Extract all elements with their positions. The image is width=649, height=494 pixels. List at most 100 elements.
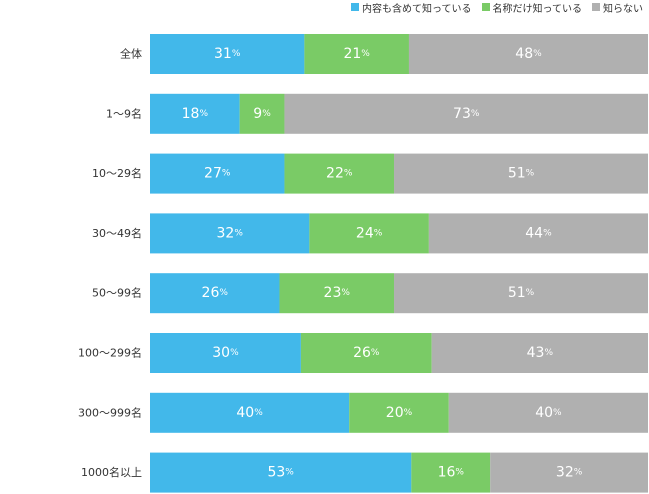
bar-segment-series-1: [150, 273, 280, 314]
legend-swatch-series-2: [481, 3, 490, 11]
data-label-unit: %: [374, 228, 383, 238]
data-label-value: 30: [212, 345, 230, 361]
data-label-unit: %: [341, 288, 350, 298]
data-label: 32%: [556, 465, 583, 481]
data-label-unit: %: [553, 408, 562, 418]
data-label-value: 20: [386, 405, 404, 421]
bar-segment-series-2: [309, 213, 429, 254]
legend-item-series-3: 知らない: [592, 0, 643, 15]
data-label: 21%: [343, 46, 370, 62]
data-label: 51%: [508, 285, 535, 301]
data-label-value: 24: [356, 225, 374, 241]
bar-segment-series-3: [490, 452, 648, 493]
data-label: 32%: [216, 225, 243, 241]
data-label-unit: %: [543, 228, 552, 238]
data-label: 40%: [236, 405, 263, 421]
data-label-value: 40: [236, 405, 254, 421]
data-label: 20%: [386, 405, 413, 421]
data-label: 30%: [212, 345, 239, 361]
data-label-value: 44: [525, 225, 543, 241]
data-label-unit: %: [526, 288, 535, 298]
bar-segment-series-3: [394, 153, 648, 194]
category-label: 10～29名: [92, 166, 142, 180]
data-label-unit: %: [232, 49, 241, 59]
data-label-value: 40: [535, 405, 553, 421]
data-label-unit: %: [471, 109, 480, 119]
data-label: 40%: [535, 405, 562, 421]
data-label-value: 31: [214, 46, 232, 62]
data-label-value: 16: [438, 465, 456, 481]
data-label-unit: %: [455, 468, 464, 478]
bar-segment-series-3: [428, 213, 648, 254]
data-label: 31%: [214, 46, 241, 62]
data-label-unit: %: [544, 348, 553, 358]
data-label-unit: %: [404, 408, 413, 418]
data-label-unit: %: [222, 169, 231, 179]
data-label: 24%: [356, 225, 383, 241]
data-label: 26%: [353, 345, 380, 361]
bar-segment-series-2: [300, 333, 432, 373]
bar-segment-series-2: [239, 93, 285, 134]
data-label: 48%: [515, 46, 542, 62]
data-label-unit: %: [230, 348, 239, 358]
bar-segment-series-1: [150, 213, 310, 254]
bar-segment-series-2: [304, 34, 409, 74]
bar-segment-series-1: [150, 392, 350, 433]
bar-segment-series-2: [279, 273, 395, 314]
legend-label-series-3: 知らない: [603, 3, 643, 15]
bar-segment-series-3: [284, 93, 648, 134]
bar-segment-series-3: [448, 392, 648, 433]
category-label: 300～999名: [78, 405, 142, 419]
data-label-value: 53: [267, 465, 285, 481]
data-label: 16%: [438, 465, 465, 481]
data-label-value: 73: [453, 106, 471, 122]
data-label: 23%: [324, 285, 351, 301]
category-label: 全体: [120, 47, 142, 61]
data-label-value: 51: [508, 166, 526, 182]
bar-segment-series-3: [431, 333, 648, 373]
data-label: 22%: [326, 166, 353, 182]
category-label: 1～9名: [106, 106, 142, 120]
legend-swatch-series-1: [351, 3, 359, 11]
data-label: 18%: [182, 106, 209, 122]
data-label-unit: %: [285, 468, 294, 478]
bar-segment-series-1: [150, 153, 285, 194]
legend-swatch-series-3: [592, 3, 600, 11]
data-label-value: 9: [253, 106, 262, 122]
data-label-unit: %: [199, 109, 208, 119]
data-label-value: 18: [182, 106, 200, 122]
data-label: 44%: [525, 225, 552, 241]
data-label-unit: %: [371, 348, 380, 358]
bar-segment-series-2: [349, 392, 449, 433]
bar-segment-series-2: [411, 452, 491, 493]
data-label-value: 32: [216, 225, 234, 241]
data-label-unit: %: [262, 109, 271, 119]
data-label-value: 51: [508, 285, 526, 301]
data-label-unit: %: [533, 49, 542, 59]
legend-item-series-1: 内容も含めて知っている: [351, 0, 472, 15]
bar-segment-series-3: [408, 34, 648, 74]
data-label: 9%: [253, 106, 271, 122]
data-label-unit: %: [344, 169, 353, 179]
category-label: 50～99名: [92, 286, 142, 300]
bar-segment-series-1: [150, 93, 240, 134]
legend-label-series-1: 内容も含めて知っている: [362, 3, 472, 15]
legend-label-series-2: 名称だけ知っている: [492, 3, 583, 15]
data-label-value: 26: [202, 285, 220, 301]
data-label-value: 21: [343, 46, 361, 62]
data-label: 53%: [267, 465, 294, 481]
data-label-value: 22: [326, 166, 344, 182]
data-label-unit: %: [219, 288, 228, 298]
data-label: 73%: [453, 106, 480, 122]
data-label-value: 27: [204, 166, 222, 182]
data-label: 26%: [202, 285, 229, 301]
bar-segment-series-2: [284, 153, 395, 194]
data-label-unit: %: [526, 169, 535, 179]
data-label-unit: %: [574, 468, 583, 478]
bar-segment-series-1: [150, 452, 412, 493]
category-label: 1000名以上: [81, 465, 142, 479]
data-label-value: 26: [353, 345, 371, 361]
data-label: 27%: [204, 166, 231, 182]
data-label-value: 32: [556, 465, 574, 481]
